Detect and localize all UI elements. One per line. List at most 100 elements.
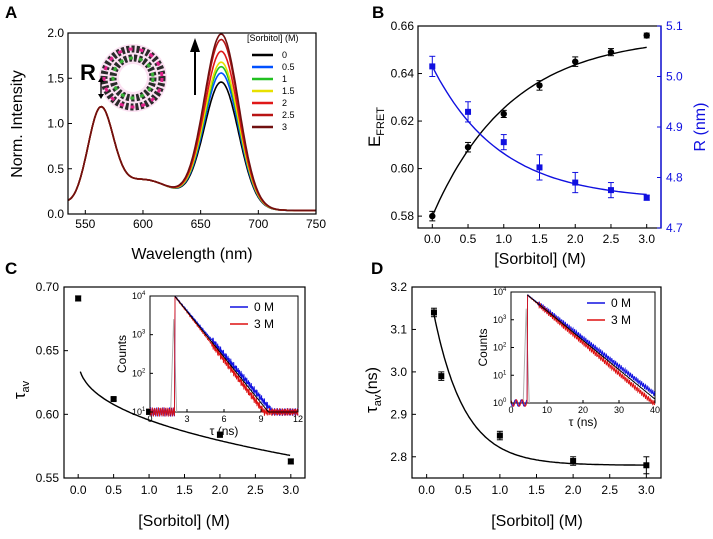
- d-inset-ytick-label: 10: [493, 398, 503, 408]
- increase-arrow: [190, 38, 200, 95]
- d-ylabel: τav(ns): [362, 367, 384, 413]
- c-decay-fit: [174, 295, 298, 413]
- a-xtick-label: 700: [248, 217, 268, 231]
- b-point-efret: [500, 110, 507, 118]
- b-point-efret: [572, 58, 579, 65]
- b-ytick-right-label: 5.1: [666, 19, 683, 33]
- c-xtick-label: 1.0: [141, 483, 158, 497]
- a-ytick-label: 0.5: [47, 162, 64, 176]
- b-point-efret: [643, 32, 650, 39]
- b-xtick-label: 1.5: [531, 232, 548, 246]
- b-point-r: [429, 63, 436, 70]
- panel-d-lifetime: 0.0 0.5 1.0 1.5 2.0 2.5 3.0 2.8 2.9 3.0 3.1 3.2 [So…: [362, 280, 662, 530]
- b-point-efret: [536, 82, 543, 89]
- liposome-schematic: [99, 44, 167, 112]
- d-inset-xtick-label: 30: [614, 405, 624, 415]
- d-xtick-label: 1.0: [492, 483, 509, 497]
- panel-label-d: D: [371, 259, 383, 278]
- c-inset-ytick-label: 10: [132, 291, 142, 301]
- c-inset-ytick-label: 10: [132, 330, 142, 340]
- c-inset-xlabel: τ (ns): [210, 424, 239, 438]
- c-ylabel: τav: [10, 380, 32, 399]
- b-ytick-right-label: 4.8: [666, 171, 683, 185]
- c-series: [75, 295, 294, 465]
- a-legend-label: 0: [282, 50, 287, 60]
- b-ytick-left-label: 0.66: [391, 19, 415, 33]
- d-inset-ytick-exp: 2: [503, 343, 507, 349]
- a-curve-3: [67, 33, 316, 212]
- a-legend-label: 2: [282, 98, 287, 108]
- c-fit: [79, 371, 291, 457]
- d-inset-ytick-exp: 3: [503, 315, 507, 321]
- d-xtick-label: 0.0: [418, 483, 435, 497]
- a-legend: 0 0.5 1 1.5 2 2.5 3: [252, 50, 295, 132]
- c-inset-xtick-label: 9: [258, 414, 263, 424]
- d-inset-ytick-label: 10: [493, 343, 503, 353]
- a-axes: 550 600 650 700 750 0.0 0.5 1.0 1.5 2.0: [47, 26, 326, 231]
- b-point-r: [465, 108, 472, 115]
- d-inset-xtick-label: 0: [508, 405, 513, 415]
- r-label: R: [80, 60, 96, 85]
- d-inset-xlabel: τ (ns): [569, 415, 598, 429]
- b-point-r: [572, 179, 579, 186]
- c-axes: 0.0 0.5 1.0 1.5 2.0 2.5 3.0 0.55 0.60 0.65 0.70: [36, 280, 300, 497]
- d-decay-fit: [526, 294, 655, 400]
- c-inset-xtick-label: 12: [293, 414, 303, 424]
- d-series: [430, 307, 650, 475]
- d-point: [438, 373, 445, 380]
- d-inset-xtick-label: 20: [578, 405, 588, 415]
- d-axes: 0.0 0.5 1.0 1.5 2.0 2.5 3.0 2.8 2.9 3.0 3.1 3.2: [390, 280, 655, 497]
- b-point-efret: [429, 212, 436, 220]
- b-point-r: [607, 187, 614, 194]
- a-legend-label: 0.5: [282, 62, 295, 72]
- r-double-arrow: [98, 77, 104, 99]
- c-inset-xtick-label: 0: [147, 414, 152, 424]
- a-ytick-label: 2.0: [47, 26, 64, 40]
- c-point: [75, 295, 82, 302]
- panel-label-a: A: [5, 3, 17, 22]
- c-xtick-label: 1.5: [176, 483, 193, 497]
- b-ytick-left-label: 0.64: [391, 67, 415, 81]
- c-xtick-label: 0.0: [70, 483, 87, 497]
- b-point-r: [643, 194, 650, 201]
- d-xtick-label: 1.5: [528, 483, 545, 497]
- b-xtick-label: 0.5: [460, 232, 477, 246]
- panel-b-fret: 0.0 0.5 1.0 1.5 2.0 2.5 3.0 0.58 0.60 0.62 0.64 0.6…: [365, 19, 709, 268]
- d-inset-ytick-exp: 1: [503, 370, 507, 376]
- d-fit: [433, 314, 647, 466]
- b-plot-frame: [417, 25, 662, 229]
- d-xtick-label: 2.5: [601, 483, 618, 497]
- d-inset-legend-label: 0 M: [611, 296, 631, 310]
- panel-label-b: B: [372, 3, 384, 22]
- b-ytick-right-label: 4.7: [666, 221, 683, 235]
- d-inset-ytick-exp: 0: [503, 398, 507, 404]
- a-ytick-label: 0.0: [47, 207, 64, 221]
- c-xtick-label: 2.0: [212, 483, 229, 497]
- a-xtick-label: 600: [133, 217, 153, 231]
- d-inset-xtick-label: 40: [650, 405, 660, 415]
- c-point: [287, 458, 294, 465]
- c-inset-ytick-exp: 1: [142, 407, 146, 413]
- c-xlabel: [Sorbitol] (M): [138, 513, 230, 530]
- b-series: [429, 32, 650, 222]
- b-point-efret: [607, 48, 615, 56]
- panel-c-lifetime: 0.0 0.5 1.0 1.5 2.0 2.5 3.0 0.55 0.60 0.65 0.70 [S…: [10, 280, 306, 530]
- d-ytick-label: 3.1: [390, 322, 407, 336]
- b-xtick-label: 0.0: [424, 232, 441, 246]
- d-xlabel: [Sorbitol] (M): [491, 513, 583, 530]
- a-xtick-label: 750: [306, 217, 326, 231]
- d-irf: [522, 308, 530, 404]
- c-inset-ytick-label: 10: [132, 407, 142, 417]
- a-legend-label: 1.5: [282, 86, 295, 96]
- panel-a-spectra: 550 600 650 700 750 0.0 0.5 1.0 1.5 2.0 Wavelengt…: [9, 26, 326, 263]
- a-legend-title: [Sorbitol] (M): [247, 33, 299, 43]
- a-curves: [67, 33, 316, 212]
- d-inset-xtick-label: 10: [542, 405, 552, 415]
- a-xlabel: Wavelength (nm): [131, 246, 252, 263]
- c-point: [110, 396, 117, 403]
- d-point: [430, 309, 437, 316]
- b-point-efret: [464, 144, 472, 151]
- b-xtick-label: 1.0: [495, 232, 512, 246]
